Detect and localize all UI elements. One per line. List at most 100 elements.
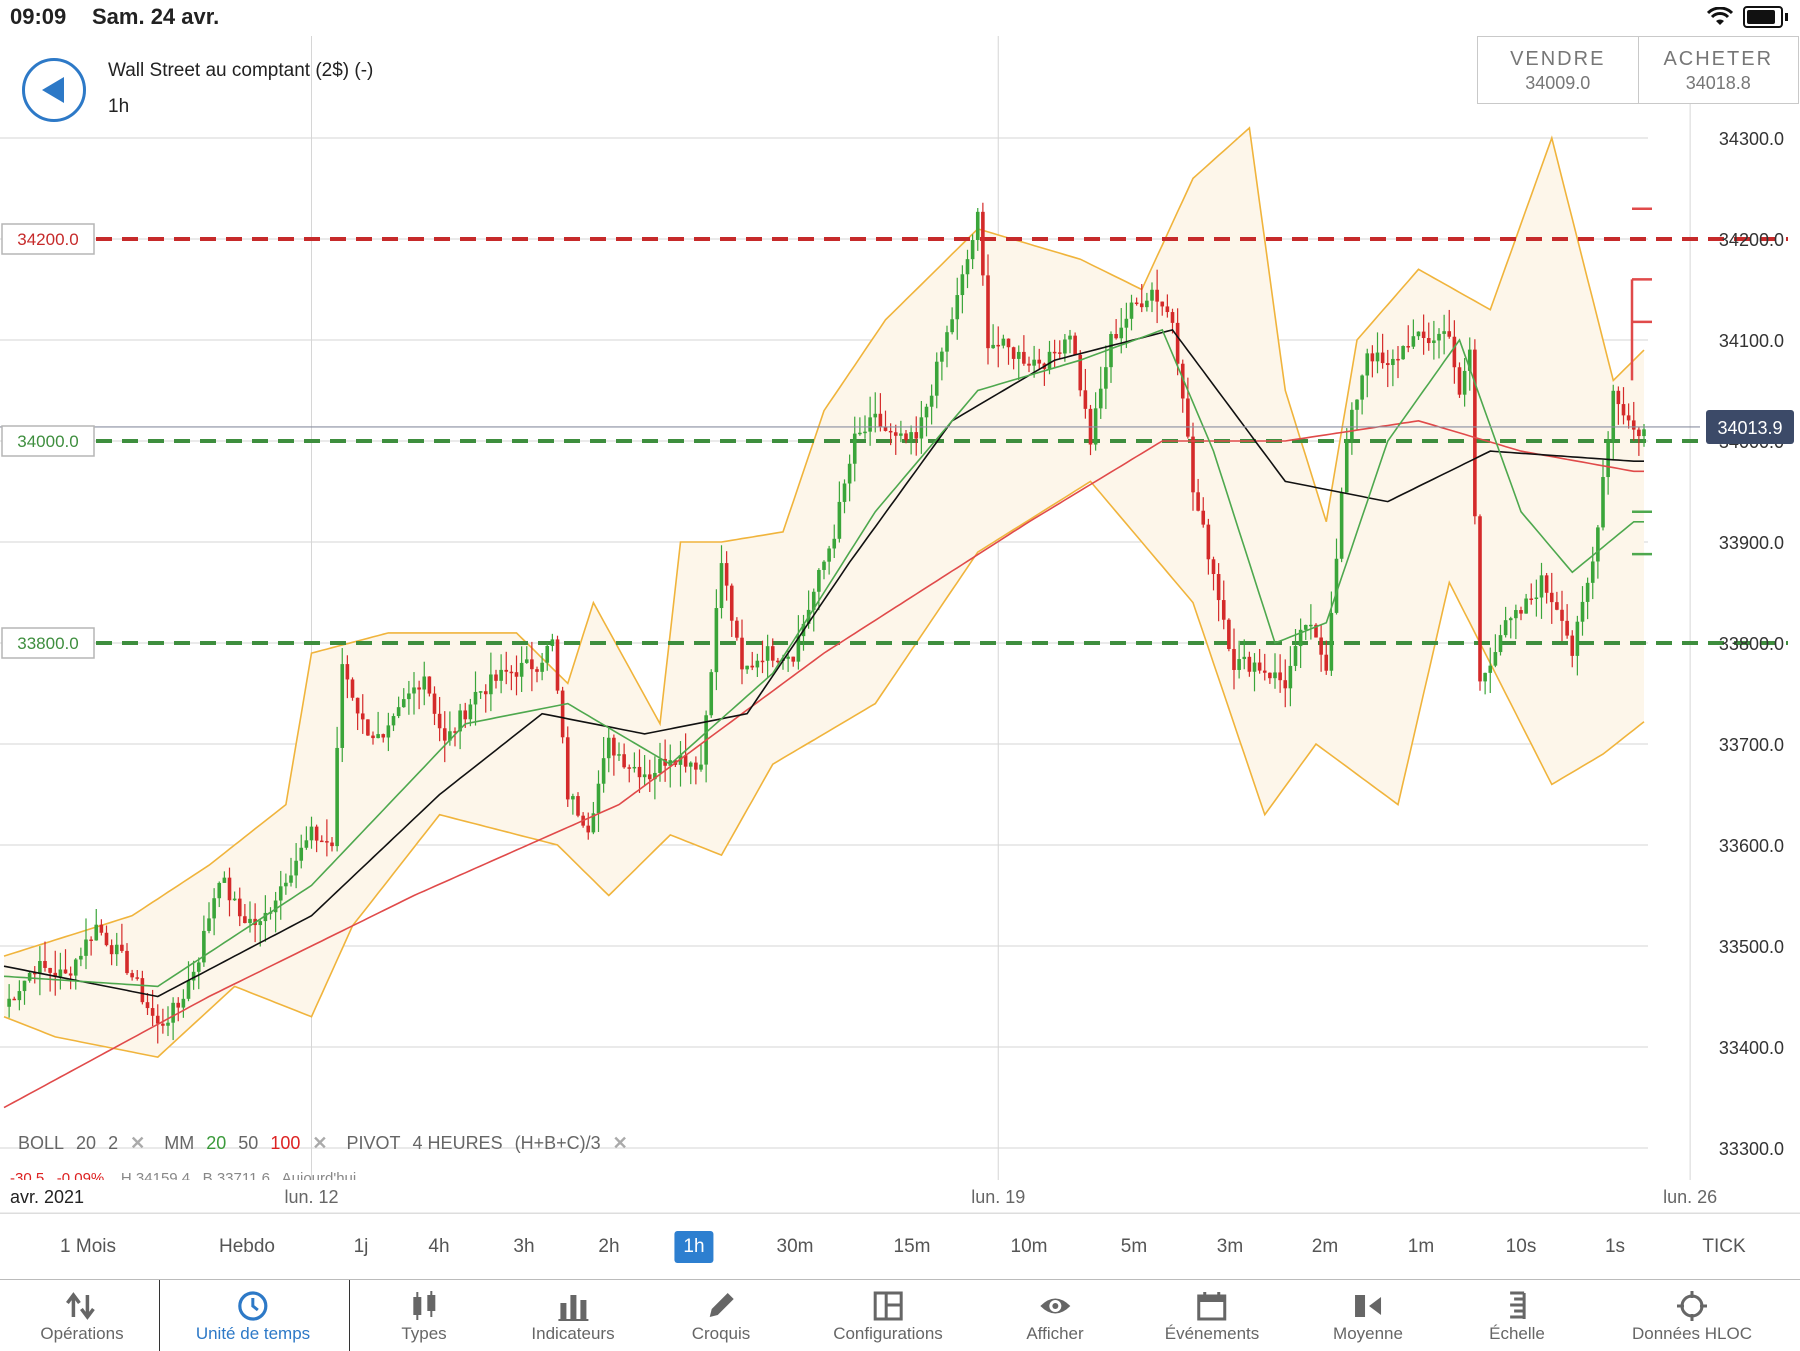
candle-body bbox=[58, 969, 63, 977]
toolbar-clock-button[interactable]: Unité de temps bbox=[196, 1280, 310, 1351]
toolbar-scale-button[interactable]: Échelle bbox=[1489, 1280, 1545, 1351]
timeframe-bar: 1 Mois Hebdo 1j 4h 3h 2h 1h 30m 15m 10m 5m 3m 2m 1m 10… bbox=[0, 1213, 1800, 1280]
candle-body bbox=[1565, 620, 1569, 636]
timeframe-2h[interactable]: 2h bbox=[598, 1236, 620, 1257]
timeframe-3h[interactable]: 3h bbox=[513, 1236, 535, 1257]
candle-body bbox=[1626, 415, 1631, 421]
remove-pivot-icon[interactable]: ✕ bbox=[612, 1133, 628, 1153]
level-label: 34000.0 bbox=[17, 432, 78, 451]
price-chart[interactable]: 34300.0 34200.0 34100.0 34000.0 33900.0 33800… bbox=[0, 0, 1800, 1213]
timeframe-10s[interactable]: 10s bbox=[1505, 1236, 1537, 1257]
candle-body bbox=[1237, 659, 1241, 670]
candle-body bbox=[986, 275, 990, 349]
candle-body bbox=[1432, 340, 1436, 344]
y-tick-label: 33500.0 bbox=[1719, 937, 1784, 957]
legend-boll-dev: 2 bbox=[108, 1133, 119, 1153]
candle-body bbox=[981, 211, 985, 276]
candle-body bbox=[7, 998, 11, 1007]
candle-body bbox=[550, 639, 555, 646]
toolbar-calendar-button[interactable]: Événements bbox=[1164, 1280, 1260, 1351]
candle-body bbox=[79, 955, 83, 960]
candle-body bbox=[1375, 352, 1380, 362]
candle-body bbox=[504, 669, 509, 672]
candle-body bbox=[1124, 318, 1129, 328]
toolbar-bars-button[interactable]: Indicateurs bbox=[531, 1280, 615, 1351]
candle-body bbox=[191, 971, 196, 981]
toolbar-label: Événements bbox=[1164, 1324, 1260, 1343]
candle-body bbox=[150, 1008, 155, 1016]
remove-boll-icon[interactable]: ✕ bbox=[130, 1133, 146, 1153]
candle-body bbox=[212, 898, 216, 919]
candle-body bbox=[576, 796, 580, 816]
timeframe-1-mois[interactable]: 1 Mois bbox=[60, 1236, 116, 1257]
crosshair-icon bbox=[1676, 1291, 1707, 1321]
candle-body bbox=[155, 1015, 160, 1024]
candle-body bbox=[1196, 492, 1200, 511]
timeframe-30m[interactable]: 30m bbox=[776, 1236, 814, 1257]
candle-body bbox=[535, 669, 539, 672]
sell-button[interactable]: VENDRE 34009.0 bbox=[1478, 37, 1638, 103]
toolbar-pencil-button[interactable]: Croquis bbox=[692, 1280, 750, 1351]
candle-body bbox=[632, 766, 637, 769]
buy-button[interactable]: ACHETER 34018.8 bbox=[1637, 37, 1799, 103]
toolbar-average-button[interactable]: Moyenne bbox=[1333, 1280, 1403, 1351]
candle-body bbox=[709, 672, 714, 716]
candle-body bbox=[612, 737, 616, 756]
timeframe-1h[interactable]: 1h bbox=[674, 1231, 714, 1263]
toolbar-eye-button[interactable]: Afficher bbox=[1026, 1280, 1084, 1351]
candle-body bbox=[1201, 510, 1206, 525]
candle-body bbox=[412, 687, 416, 694]
toolbar-crosshair-button[interactable]: Données HLOC bbox=[1632, 1280, 1752, 1351]
y-tick-label: 33400.0 bbox=[1719, 1038, 1784, 1058]
candle-body bbox=[996, 344, 1001, 347]
timeframe-tick[interactable]: TICK bbox=[1702, 1236, 1746, 1257]
bollinger-lower-line bbox=[3, 480, 1645, 1058]
ma20-line bbox=[3, 328, 1644, 988]
timeframe-1s[interactable]: 1s bbox=[1604, 1236, 1626, 1257]
timeframe-2m[interactable]: 2m bbox=[1311, 1236, 1339, 1257]
candle-body bbox=[27, 972, 32, 981]
timeframe-hebdo[interactable]: Hebdo bbox=[219, 1236, 275, 1257]
timeframe-5m[interactable]: 5m bbox=[1120, 1236, 1148, 1257]
candle-body bbox=[796, 636, 801, 662]
candle-body bbox=[1334, 558, 1339, 613]
timeframe-15m[interactable]: 15m bbox=[893, 1236, 931, 1257]
back-button[interactable] bbox=[22, 58, 86, 122]
candle-body bbox=[617, 754, 621, 756]
candle-body bbox=[596, 783, 601, 814]
candle-body bbox=[852, 433, 857, 464]
timeframe-3m[interactable]: 3m bbox=[1216, 1236, 1244, 1257]
candle-body bbox=[1247, 656, 1252, 672]
candle-body bbox=[1385, 363, 1390, 366]
candle-body bbox=[453, 731, 457, 733]
candle-body bbox=[1257, 662, 1262, 671]
candle-body bbox=[171, 1002, 175, 1023]
candle-body bbox=[714, 608, 719, 673]
y-tick-label: 33900.0 bbox=[1719, 533, 1784, 553]
candle-body bbox=[345, 664, 350, 680]
candle-body bbox=[1165, 306, 1170, 313]
candle-body bbox=[494, 674, 498, 681]
timeframe-10m[interactable]: 10m bbox=[1010, 1236, 1048, 1257]
timeframe-1j[interactable]: 1j bbox=[353, 1236, 369, 1257]
candle-body bbox=[427, 676, 432, 694]
candle-body bbox=[668, 760, 673, 766]
average-icon bbox=[1355, 1295, 1381, 1317]
timeframe-4h[interactable]: 4h bbox=[428, 1236, 450, 1257]
candle-body bbox=[1488, 665, 1493, 673]
remove-mm-icon[interactable]: ✕ bbox=[312, 1133, 328, 1153]
candle-body bbox=[309, 826, 314, 841]
y-tick-label: 34200.0 bbox=[1719, 230, 1784, 250]
candle-body bbox=[181, 998, 186, 1008]
candle-body bbox=[1129, 302, 1134, 319]
legend-mm-100: 100 bbox=[270, 1133, 301, 1153]
toolbar-candles-button[interactable]: Types bbox=[401, 1280, 447, 1351]
y-tick-label: 33300.0 bbox=[1719, 1139, 1784, 1159]
candle-body bbox=[1370, 353, 1375, 362]
candle-body bbox=[273, 900, 278, 913]
candle-body bbox=[1452, 336, 1457, 368]
toolbar-arrows-button[interactable]: Opérations bbox=[40, 1280, 124, 1351]
toolbar-label: Moyenne bbox=[1333, 1324, 1403, 1343]
timeframe-1m[interactable]: 1m bbox=[1407, 1236, 1435, 1257]
toolbar-layout-button[interactable]: Configurations bbox=[833, 1280, 943, 1351]
